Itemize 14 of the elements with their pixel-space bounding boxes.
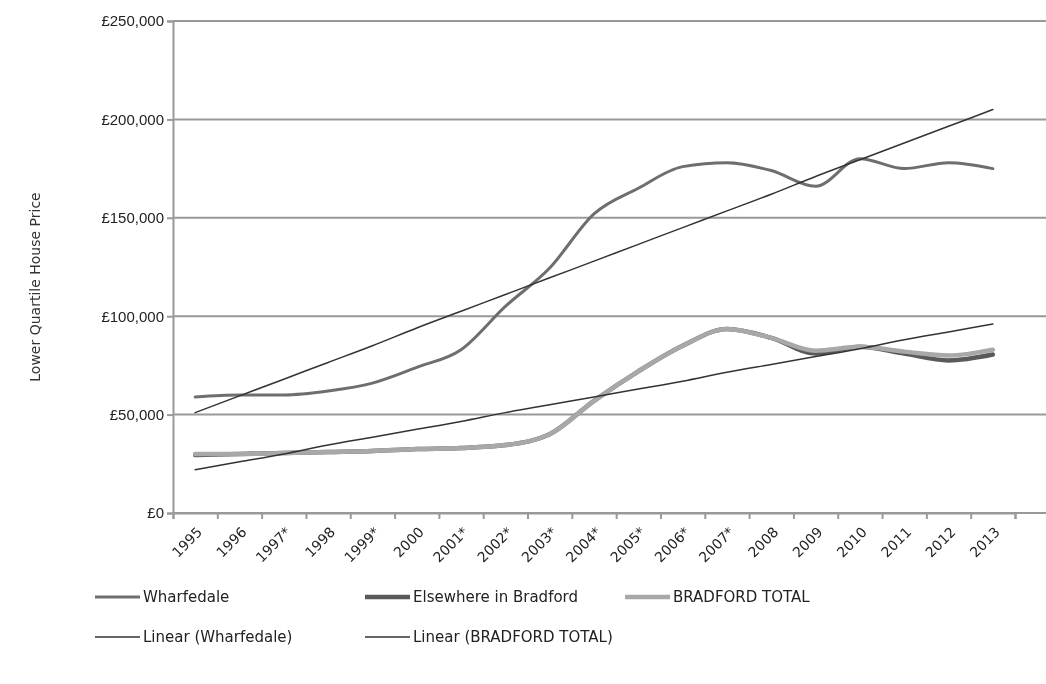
y-tick-label: £0 [147, 504, 164, 522]
legend-label: Linear (BRADFORD TOTAL) [413, 628, 613, 646]
y-axis-title: Lower Quartile House Price [27, 192, 43, 382]
y-tick-label: £250,000 [101, 12, 164, 30]
y-tick-label: £50,000 [109, 405, 164, 423]
y-tick-label: £200,000 [101, 110, 164, 128]
legend-label: BRADFORD TOTAL [673, 588, 811, 606]
legend-label: Linear (Wharfedale) [143, 628, 293, 646]
line-series [193, 157, 995, 399]
line-series [194, 108, 994, 414]
legend-label: Wharfedale [143, 588, 230, 606]
y-tick-label: £150,000 [101, 209, 164, 227]
y-tick-label: £100,000 [101, 307, 164, 325]
legend-label: Elsewhere in Bradford [413, 588, 579, 606]
